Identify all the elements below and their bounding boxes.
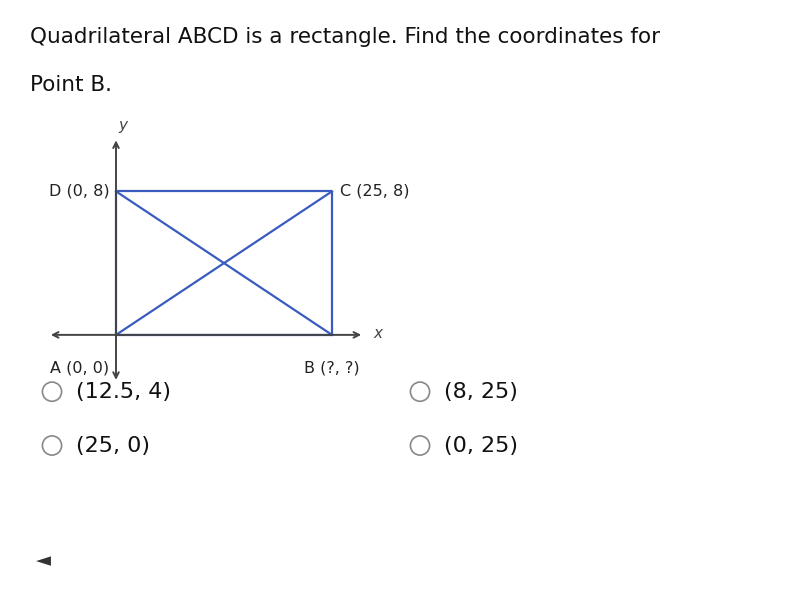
Text: ◄: ◄ <box>36 551 50 570</box>
Text: y: y <box>118 118 127 133</box>
Text: Quadrilateral ABCD is a rectangle. Find the coordinates for: Quadrilateral ABCD is a rectangle. Find … <box>30 27 661 47</box>
Text: Point B.: Point B. <box>30 75 112 94</box>
Text: (12.5, 4): (12.5, 4) <box>76 382 171 402</box>
Text: Finish ►: Finish ► <box>681 551 758 570</box>
Text: C (25, 8): C (25, 8) <box>340 184 410 199</box>
Text: (25, 0): (25, 0) <box>76 435 150 456</box>
Text: (8, 25): (8, 25) <box>444 382 518 402</box>
Text: B (?, ?): B (?, ?) <box>304 360 360 376</box>
Text: A (0, 0): A (0, 0) <box>50 360 110 376</box>
Text: D (0, 8): D (0, 8) <box>49 184 110 199</box>
Text: (0, 25): (0, 25) <box>444 435 518 456</box>
Text: x: x <box>374 326 382 341</box>
